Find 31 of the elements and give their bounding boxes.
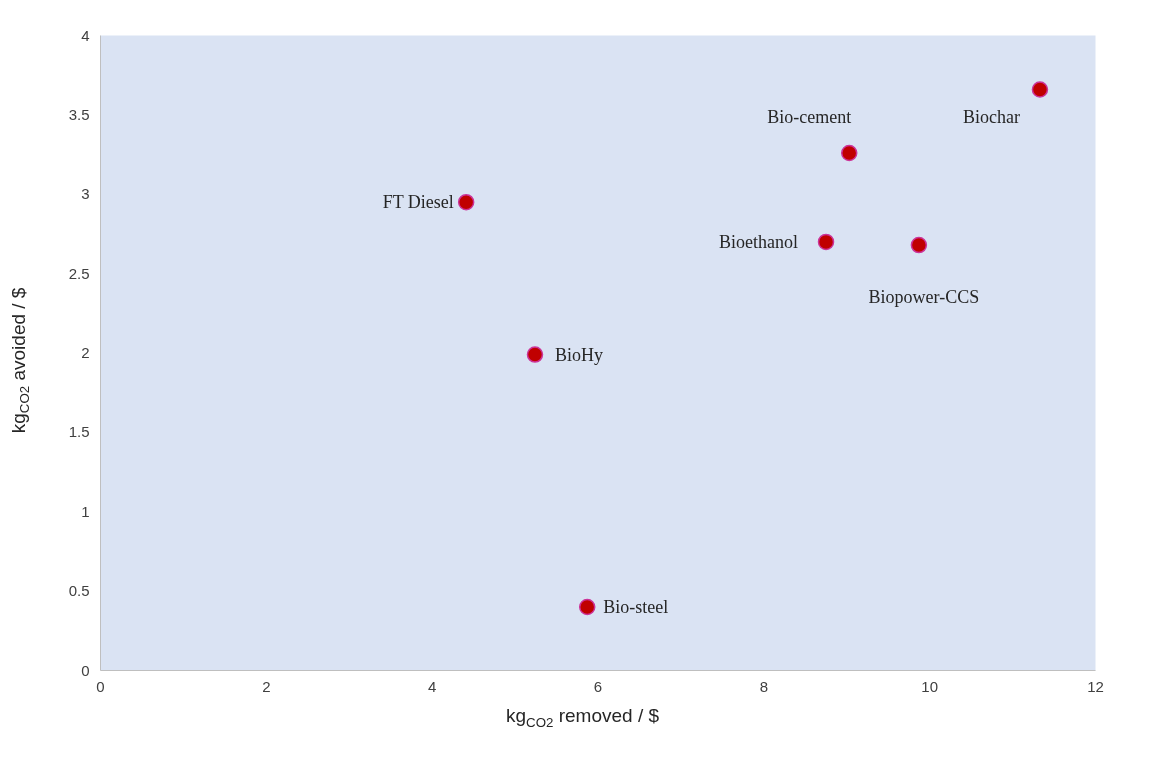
annotation: Biopower-CCS — [868, 287, 980, 308]
annotation: Bioethanol — [719, 231, 799, 252]
x-tick-label: 10 — [921, 677, 939, 695]
x-tick-label: 12 — [1087, 677, 1104, 695]
point — [457, 193, 475, 211]
y-tick-label: 0 — [81, 661, 90, 679]
x-tick-label: 0 — [96, 677, 105, 695]
annotation: Bio-cement — [767, 106, 852, 127]
point — [526, 346, 544, 363]
annotation: FT Diesel — [382, 192, 454, 213]
x-tick-label: 8 — [759, 677, 769, 695]
x-axis-title: kg$_{CO2}$ removed / $ — [505, 704, 660, 732]
x-tick-label: 6 — [593, 677, 603, 695]
y-tick-label: 3.5 — [68, 105, 90, 123]
y-tick-label: 1.5 — [68, 423, 90, 441]
point — [817, 233, 835, 251]
x-tick-label: 4 — [428, 677, 437, 695]
point — [910, 236, 928, 254]
point — [578, 598, 596, 616]
annotation: BioHy — [554, 344, 603, 365]
y-tick-label: 1 — [81, 502, 90, 520]
y-tick-label: 0.5 — [68, 582, 90, 600]
annotation: Bio-steel — [603, 597, 669, 617]
y-tick-label: 2.5 — [68, 264, 90, 282]
y-tick-label: 4 — [81, 26, 90, 44]
y-tick-label: 2 — [81, 344, 90, 361]
point — [1031, 81, 1049, 98]
x-tick-label: 2 — [262, 677, 271, 695]
point — [840, 144, 858, 162]
y-tick-label: 3 — [81, 185, 90, 203]
annotation: Biochar — [962, 107, 1020, 128]
